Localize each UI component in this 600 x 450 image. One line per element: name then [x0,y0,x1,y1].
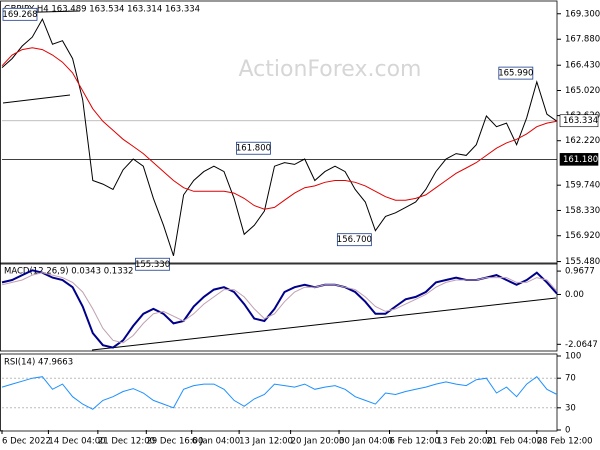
series-line [1,376,558,410]
panel-title: GBPJPY,H4 163.489 163.534 163.314 163.33… [4,5,200,15]
x-tick-label: 6 Feb 12:00 [389,437,439,447]
annotation-label: 155.330 [135,260,170,270]
y-tick-label: 165.020 [565,86,600,96]
y-tick-label: 70 [565,374,576,384]
trend-line [2,94,71,104]
x-tick-label: 20 Jan 20:00 [291,437,345,447]
panel-title: MACD(12,26,9) 0.0343 0.1332 [4,267,133,277]
annotation-box [236,141,271,155]
price-label-box [559,114,599,128]
annotation-box [336,233,372,247]
x-tick-label: 13 Feb 20:00 [437,437,493,447]
y-tick-label: 0 [565,426,570,436]
price-label: 163.334 [563,116,598,126]
series-line [1,47,558,210]
annotation-box [135,257,170,271]
x-tick-label: 21 Dec 12:00 [98,437,155,447]
y-tick-label: 100 [565,352,581,362]
annotation-label: 161.800 [236,144,271,154]
y-tick-label: 166.430 [565,61,600,71]
y-tick-label: 0.9677 [565,267,595,277]
y-tick-label: 155.480 [565,257,600,267]
y-tick-label: 169.300 [565,9,600,19]
watermark: ActionForex.com [239,57,422,82]
annotation-label: 165.990 [498,69,533,79]
x-tick-label: 30 Jan 04:00 [339,437,393,447]
annotation-label: 169.268 [2,10,37,20]
x-tick-label: 6 Jan 04:00 [192,437,240,447]
annotation-box [2,7,38,21]
x-tick-label: 14 Dec 04:00 [48,437,105,447]
series-line [1,272,558,344]
panel-frame [0,353,558,432]
panel-title: RSI(14) 47.9663 [4,358,73,368]
price-label-box [559,153,599,166]
series-line [1,17,558,256]
y-tick-label: 159.740 [565,181,600,191]
x-tick-label: 13 Jan 12:00 [239,437,293,447]
annotation-box [498,66,534,80]
x-tick-label: 29 Dec 16:00 [146,437,203,447]
y-tick-label: 167.880 [565,35,600,45]
price-label: 161.180 [563,155,598,165]
y-tick-label: 0.00 [565,290,584,300]
annotation-label: 156.700 [337,235,372,245]
x-tick-label: 6 Dec 2022 [2,437,51,447]
y-tick-label: 162.220 [565,136,600,146]
y-tick-label: 158.330 [565,206,600,216]
y-tick-label: -2.0647 [565,340,598,350]
panel-frame [0,0,558,265]
trend-line [91,297,557,351]
x-tick-label: 28 Feb 12:00 [537,437,593,447]
y-tick-label: 156.920 [565,231,600,241]
panel-frame [0,262,558,352]
y-tick-label: 30 [565,403,576,413]
x-tick-label: 21 Feb 04:00 [486,437,542,447]
